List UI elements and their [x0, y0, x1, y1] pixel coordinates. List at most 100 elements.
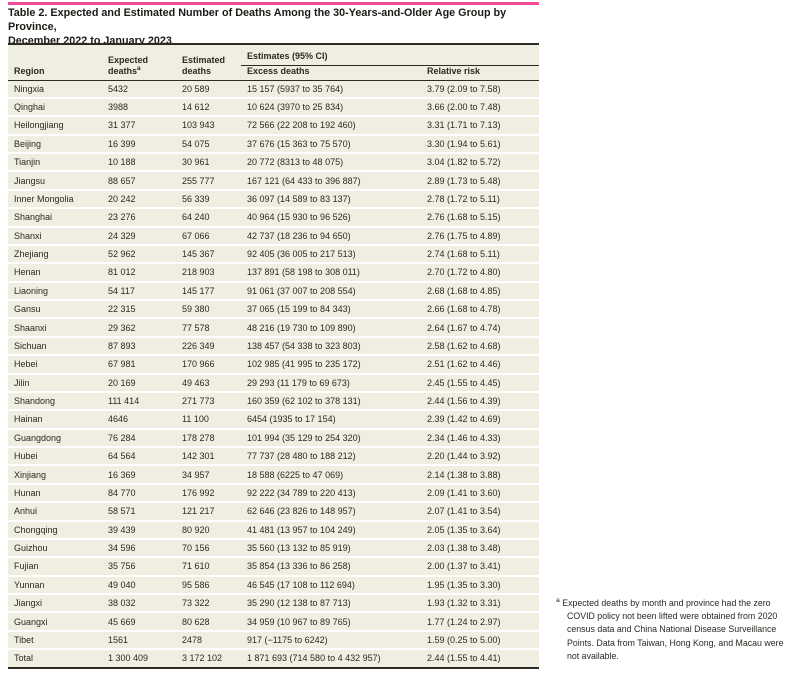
cell-expected: 1 300 409: [102, 649, 176, 668]
table-row: Guangdong 76 284 178 278 101 994 (35 129 to…: [8, 428, 539, 449]
cell-expected: 1561: [102, 630, 176, 651]
cell-estimated: 226 349: [176, 336, 241, 357]
cell-relative: 3.31 (1.71 to 7.13): [421, 116, 539, 136]
deaths-by-province-table: Region Expected deathsa Estimated deaths…: [8, 43, 539, 669]
cell-relative: 3.66 (2.00 to 7.48): [421, 97, 539, 118]
cell-region: Guangxi: [8, 612, 102, 632]
table-row: Jiangxi 38 032 73 322 35 290 (12 138 to 87 …: [8, 594, 539, 614]
table-row: Liaoning 54 117 145 177 91 061 (37 007 to 2…: [8, 281, 539, 302]
cell-expected: 34 596: [102, 538, 176, 559]
cell-relative: 2.44 (1.56 to 4.39): [421, 391, 539, 412]
cell-region: Xinjiang: [8, 465, 102, 485]
cell-relative: 2.45 (1.55 to 4.45): [421, 373, 539, 393]
table-row: Inner Mongolia 20 242 56 339 36 097 (14 589…: [8, 189, 539, 210]
cell-relative: 2.68 (1.68 to 4.85): [421, 281, 539, 302]
cell-region: Zhejiang: [8, 244, 102, 265]
cell-relative: 2.51 (1.62 to 4.46): [421, 355, 539, 375]
cell-relative: 2.14 (1.38 to 3.88): [421, 465, 539, 485]
table-title-line1: Table 2. Expected and Estimated Number o…: [8, 7, 507, 33]
cell-excess: 167 121 (64 433 to 396 887): [241, 171, 421, 191]
cell-expected: 24 329: [102, 226, 176, 246]
cell-expected: 31 377: [102, 116, 176, 136]
cell-estimated: 142 301: [176, 447, 241, 467]
table-row: Jiangsu 88 657 255 777 167 121 (64 433 to 3…: [8, 171, 539, 191]
table-row: Shanxi 24 329 67 066 42 737 (18 236 to 94 6…: [8, 226, 539, 246]
cell-region: Shandong: [8, 391, 102, 412]
cell-region: Heilongjiang: [8, 116, 102, 136]
cell-excess: 6454 (1935 to 17 154): [241, 410, 421, 430]
cell-excess: 102 985 (41 995 to 235 172): [241, 355, 421, 375]
table-footnote: a Expected deaths by month and province …: [556, 597, 796, 663]
cell-relative: 2.09 (1.41 to 3.60): [421, 483, 539, 504]
cell-excess: 72 566 (22 208 to 192 460): [241, 116, 421, 136]
table-row: Yunnan 49 040 95 586 46 545 (17 108 to 112 …: [8, 575, 539, 596]
cell-estimated: 77 578: [176, 318, 241, 338]
cell-expected: 5432: [102, 80, 176, 99]
cell-estimated: 73 322: [176, 594, 241, 614]
cell-estimated: 121 217: [176, 502, 241, 522]
cell-estimated: 3 172 102: [176, 649, 241, 668]
cell-expected: 38 032: [102, 594, 176, 614]
cell-relative: 2.00 (1.37 to 3.41): [421, 557, 539, 577]
cell-relative: 3.30 (1.94 to 5.61): [421, 134, 539, 155]
cell-relative: 1.77 (1.24 to 2.97): [421, 612, 539, 632]
cell-estimated: 70 156: [176, 538, 241, 559]
cell-estimated: 145 367: [176, 244, 241, 265]
cell-relative: 3.04 (1.82 to 5.72): [421, 153, 539, 173]
cell-region: Fujian: [8, 557, 102, 577]
cell-region: Hainan: [8, 410, 102, 430]
cell-relative: 3.79 (2.09 to 7.58): [421, 80, 539, 99]
cell-excess: 48 216 (19 730 to 109 890): [241, 318, 421, 338]
cell-expected: 58 571: [102, 502, 176, 522]
cell-relative: 2.34 (1.46 to 4.33): [421, 428, 539, 449]
cell-excess: 18 588 (6225 to 47 069): [241, 465, 421, 485]
cell-excess: 40 964 (15 930 to 96 526): [241, 208, 421, 228]
cell-expected: 29 362: [102, 318, 176, 338]
cell-expected: 111 414: [102, 391, 176, 412]
cell-region: Anhui: [8, 502, 102, 522]
table-row: Guangxi 45 669 80 628 34 959 (10 967 to 89 …: [8, 612, 539, 632]
cell-expected: 88 657: [102, 171, 176, 191]
cell-excess: 35 854 (13 336 to 86 258): [241, 557, 421, 577]
cell-expected: 16 369: [102, 465, 176, 485]
cell-excess: 917 (−1175 to 6242): [241, 630, 421, 651]
cell-expected: 45 669: [102, 612, 176, 632]
cell-expected: 23 276: [102, 208, 176, 228]
cell-expected: 76 284: [102, 428, 176, 449]
table-row: Zhejiang 52 962 145 367 92 405 (36 005 to 2…: [8, 244, 539, 265]
table-row: Qinghai 3988 14 612 10 624 (3970 to 25 834)…: [8, 97, 539, 118]
cell-excess: 15 157 (5937 to 35 764): [241, 80, 421, 99]
cell-relative: 1.93 (1.32 to 3.31): [421, 594, 539, 614]
cell-excess: 41 481 (13 957 to 104 249): [241, 520, 421, 540]
table-row: Hubei 64 564 142 301 77 737 (28 480 to 188 …: [8, 447, 539, 467]
table-row: Fujian 35 756 71 610 35 854 (13 336 to 86 2…: [8, 557, 539, 577]
table-row: Xinjiang 16 369 34 957 18 588 (6225 to 47 0…: [8, 465, 539, 485]
table-row: Ningxia 5432 20 589 15 157 (5937 to 35 764)…: [8, 80, 539, 99]
cell-region: Beijing: [8, 134, 102, 155]
table-row: Heilongjiang 31 377 103 943 72 566 (22 208 …: [8, 116, 539, 136]
column-header-excess-deaths: Excess deaths: [241, 65, 421, 80]
cell-region: Shaanxi: [8, 318, 102, 338]
table-row: Shaanxi 29 362 77 578 48 216 (19 730 to 109…: [8, 318, 539, 338]
cell-estimated: 14 612: [176, 97, 241, 118]
cell-excess: 35 560 (13 132 to 85 919): [241, 538, 421, 559]
table-row: Tianjin 10 188 30 961 20 772 (8313 to 48 07…: [8, 153, 539, 173]
cell-estimated: 80 628: [176, 612, 241, 632]
cell-region: Shanghai: [8, 208, 102, 228]
table-row: Guizhou 34 596 70 156 35 560 (13 132 to 85 …: [8, 538, 539, 559]
cell-relative: 2.76 (1.75 to 4.89): [421, 226, 539, 246]
table-header: Region Expected deathsa Estimated deaths…: [8, 44, 539, 80]
cell-region: Tianjin: [8, 153, 102, 173]
cell-region: Jiangxi: [8, 594, 102, 614]
cell-excess: 35 290 (12 138 to 87 713): [241, 594, 421, 614]
cell-region: Guangdong: [8, 428, 102, 449]
cell-estimated: 255 777: [176, 171, 241, 191]
cell-excess: 62 646 (23 826 to 148 957): [241, 502, 421, 522]
cell-excess: 1 871 693 (714 580 to 4 432 957): [241, 649, 421, 668]
cell-estimated: 20 589: [176, 80, 241, 99]
table-row: Tibet 1561 2478 917 (−1175 to 6242) 1.59 (0.…: [8, 630, 539, 651]
table-row: Total 1 300 409 3 172 102 1 871 693 (714 58…: [8, 649, 539, 668]
column-header-relative-risk: Relative risk: [421, 65, 539, 80]
cell-expected: 81 012: [102, 263, 176, 283]
cell-estimated: 95 586: [176, 575, 241, 596]
